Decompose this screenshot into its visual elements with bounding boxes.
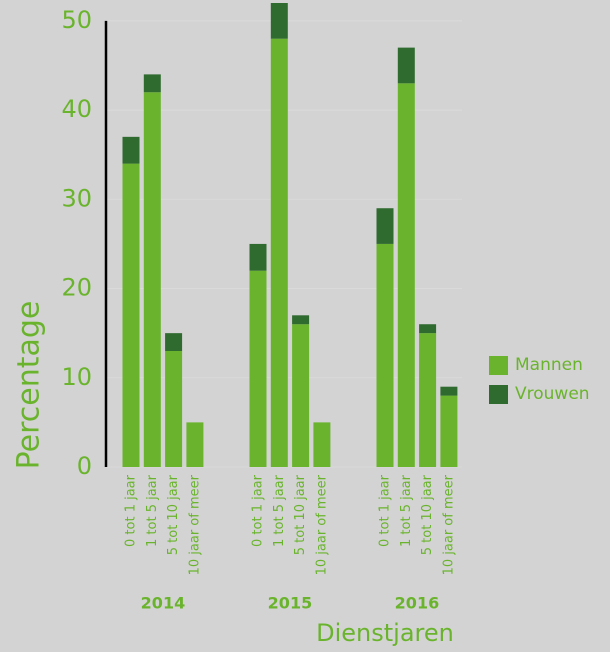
bar-segment — [376, 243, 394, 467]
y-tick-label: 0 — [77, 452, 92, 480]
y-tick-label: 10 — [61, 363, 92, 391]
x-tick-label: 0 tot 1 jaar — [124, 474, 139, 547]
bar-segment — [292, 315, 310, 325]
y-tick-label: 40 — [61, 95, 92, 123]
bar-segment — [440, 386, 458, 396]
bar-segment — [122, 136, 140, 164]
bar-segment — [313, 422, 331, 467]
bar-segment — [270, 3, 288, 39]
bar-segment — [397, 83, 415, 468]
bar-segment — [376, 208, 394, 244]
y-tick-label: 30 — [61, 184, 92, 212]
group-label: 2016 — [395, 594, 440, 613]
bar-segment — [249, 270, 267, 467]
bar-segment — [143, 92, 161, 467]
x-tick-label: 0 tot 1 jaar — [251, 474, 266, 547]
bar-segment — [165, 351, 183, 467]
bar-segment — [165, 333, 183, 351]
y-axis-label: Percentage — [12, 301, 47, 470]
x-tick-label: 0 tot 1 jaar — [378, 474, 393, 547]
bar-segment — [419, 324, 437, 334]
x-tick-label: 10 jaar of meer — [314, 474, 329, 575]
x-tick-label: 1 tot 5 jaar — [272, 474, 287, 547]
x-tick-label: 5 tot 10 jaar — [166, 474, 181, 555]
x-tick-label: 5 tot 10 jaar — [293, 474, 308, 555]
legend-swatch — [489, 356, 508, 375]
bar-segment — [249, 243, 267, 271]
bar-segment — [397, 47, 415, 84]
legend-label: Mannen — [515, 355, 583, 375]
legend-swatch — [489, 385, 508, 404]
bar-segment — [143, 74, 161, 93]
bar-segment — [292, 324, 310, 467]
x-tick-label: 1 tot 5 jaar — [399, 474, 414, 547]
bar-segment — [270, 38, 288, 467]
x-tick-label: 1 tot 5 jaar — [145, 474, 160, 547]
bar-segment — [186, 422, 204, 467]
bar-segment — [440, 395, 458, 467]
bar-segment — [419, 333, 437, 467]
x-tick-label: 10 jaar of meer — [187, 474, 202, 575]
x-axis-label: Dienstjaren — [316, 619, 454, 647]
group-label: 2014 — [141, 594, 186, 613]
bar-segment — [122, 163, 140, 467]
y-tick-label: 20 — [61, 274, 92, 302]
x-tick-label: 5 tot 10 jaar — [420, 474, 435, 555]
y-tick-label: 50 — [61, 6, 92, 34]
group-label: 2015 — [268, 594, 313, 613]
x-tick-label: 10 jaar of meer — [441, 474, 456, 575]
legend-label: Vrouwen — [515, 384, 590, 404]
